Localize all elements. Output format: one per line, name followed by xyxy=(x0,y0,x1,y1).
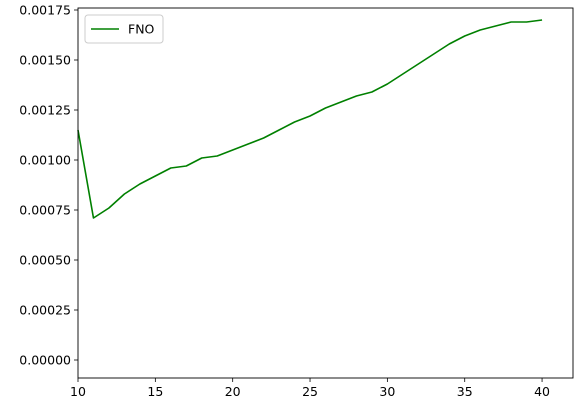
x-tick-label: 10 xyxy=(70,384,86,399)
x-tick-label: 25 xyxy=(302,384,318,399)
series-line-fno xyxy=(77,19,543,219)
y-tick-label: 0.00000 xyxy=(19,353,71,368)
x-tick-label: 20 xyxy=(225,384,241,399)
x-tick-label: 15 xyxy=(147,384,163,399)
x-axis: 10 15 20 25 30 35 40 xyxy=(70,378,550,399)
y-tick-label: 0.00175 xyxy=(19,3,71,18)
x-tick-label: 30 xyxy=(379,384,395,399)
series-layer xyxy=(77,19,543,219)
y-tick-label: 0.00025 xyxy=(19,303,71,318)
plot-frame xyxy=(77,7,574,379)
legend: FNO xyxy=(84,14,164,44)
y-tick-label: 0.00050 xyxy=(19,253,71,268)
y-tick-label: 0.00125 xyxy=(19,103,71,118)
y-tick-label: 0.00075 xyxy=(19,203,71,218)
y-tick-label: 0.00100 xyxy=(19,153,71,168)
legend-box xyxy=(84,14,164,44)
plot-area xyxy=(78,8,573,378)
y-axis: 0.00000 0.00025 0.00050 0.00075 0.00100 0.001… xyxy=(19,3,78,368)
legend-label: FNO xyxy=(128,22,155,37)
x-tick-label: 35 xyxy=(457,384,473,399)
y-tick-label: 0.00150 xyxy=(19,53,71,68)
x-tick-label: 40 xyxy=(534,384,550,399)
